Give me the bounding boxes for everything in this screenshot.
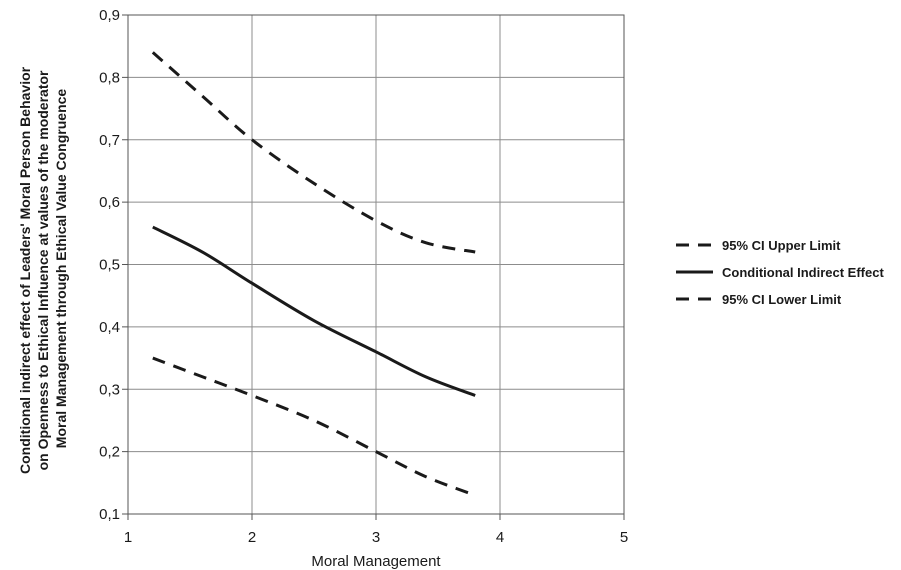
- x-axis-ticks: 1 2 3 4 5: [124, 514, 628, 546]
- grid: [127, 14, 625, 515]
- series-group: [151, 51, 476, 497]
- series-line-95-ci-upper-limit: [151, 51, 476, 254]
- x-tick-label: 3: [372, 529, 380, 546]
- legend-label-conditional-indirect-effect: Conditional Indirect Effect: [722, 265, 884, 280]
- y-tick-label: 0,7: [99, 132, 120, 149]
- legend: 95% CI Upper Limit Conditional Indirect E…: [676, 238, 884, 307]
- y-tick-label: 0,9: [99, 7, 120, 24]
- y-tick-label: 0,3: [99, 381, 120, 398]
- y-tick-label: 0,6: [99, 194, 120, 211]
- y-axis-title-line-1: Conditional indirect effect of Leaders' …: [17, 66, 33, 474]
- y-tick-label: 0,1: [99, 506, 120, 523]
- x-tick-label: 2: [248, 529, 256, 546]
- y-tick-label: 0,8: [99, 69, 120, 86]
- y-axis-ticks: 0,1 0,2 0,3 0,4 0,5 0,6 0,7 0,8 0,9: [99, 7, 128, 523]
- series-line-95-ci-lower-limit: [152, 356, 476, 497]
- x-tick-label: 4: [496, 529, 504, 546]
- legend-label-95-ci-upper-limit: 95% CI Upper Limit: [722, 238, 841, 253]
- x-tick-label: 1: [124, 529, 132, 546]
- x-tick-label: 5: [620, 529, 628, 546]
- y-axis-title: Conditional indirect effect of Leaders' …: [17, 63, 69, 474]
- y-tick-label: 0,5: [99, 257, 120, 274]
- y-axis-title-line-2: on Openness to Ethical Influence at valu…: [35, 70, 51, 470]
- legend-label-95-ci-lower-limit: 95% CI Lower Limit: [722, 292, 842, 307]
- y-tick-label: 0,4: [99, 319, 120, 336]
- series-line-conditional-indirect-effect: [152, 225, 476, 397]
- y-tick-label: 0,2: [99, 444, 120, 461]
- x-axis-title: Moral Management: [311, 553, 441, 570]
- y-axis-title-line-3: Moral Management through Ethical Value C…: [53, 89, 69, 449]
